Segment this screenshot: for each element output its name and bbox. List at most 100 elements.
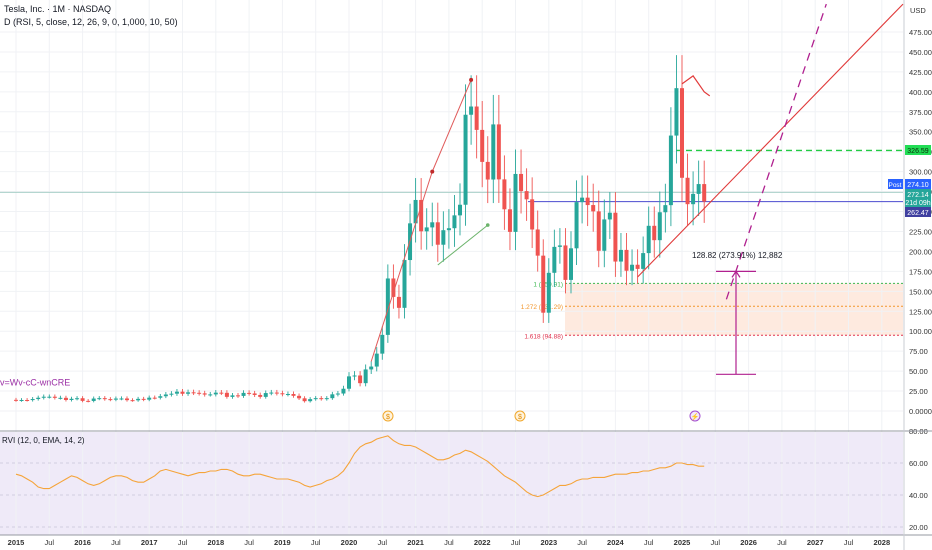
- price-tick-label: 75.00: [909, 347, 928, 356]
- post-tag: [888, 179, 903, 189]
- candle-body: [86, 400, 91, 402]
- candle-body: [269, 392, 274, 394]
- candle-body: [641, 253, 646, 269]
- trend-line-up-2021: [431, 79, 472, 172]
- candle-body: [69, 398, 74, 400]
- time-tick-label: Jul: [777, 538, 787, 547]
- candle-body: [541, 255, 546, 313]
- price-tick-label: 425.00: [909, 68, 932, 77]
- dividend-icon: [514, 410, 526, 422]
- candle-body: [358, 375, 363, 384]
- candle-body: [613, 212, 618, 262]
- candle-body: [280, 393, 285, 395]
- candle-body: [97, 398, 102, 400]
- rvi-pane-bg: [0, 432, 903, 535]
- candle-body: [313, 398, 318, 400]
- price-tick-label: 125.00: [909, 307, 932, 316]
- time-tick-label: Jul: [444, 538, 454, 547]
- candle-body: [324, 398, 329, 400]
- candle-body: [630, 264, 635, 271]
- symbol-title: Tesla, Inc. · 1M · NASDAQ: [4, 4, 112, 14]
- candle-body: [563, 245, 568, 280]
- candle-body: [330, 394, 335, 399]
- split-icon: [689, 410, 701, 422]
- price-tick-label: 475.00: [909, 28, 932, 37]
- candle-body: [180, 391, 185, 394]
- candle-body: [308, 399, 313, 402]
- candle-body: [569, 248, 573, 280]
- candle-body: [130, 400, 135, 402]
- candle-body: [91, 398, 96, 401]
- candle-body: [441, 230, 446, 245]
- price-tag-value: 262.47: [907, 210, 929, 217]
- candle-body: [285, 394, 290, 396]
- trend-line-up-2020: [370, 171, 433, 362]
- candle-body: [696, 184, 701, 194]
- candle-body: [263, 393, 268, 397]
- candle-body: [197, 392, 202, 394]
- candle-body: [607, 212, 612, 220]
- fib-zone: [565, 283, 903, 336]
- candle-body: [463, 114, 468, 205]
- candle-body: [169, 393, 174, 395]
- candle-body: [108, 399, 113, 401]
- trend-line-green: [437, 224, 489, 266]
- price-tick-label: 375.00: [909, 108, 932, 117]
- rvi-label: RVI (12, 0, EMA, 14, 2): [2, 436, 85, 445]
- candle-body: [702, 184, 707, 202]
- dividend-icon-glyph: $: [518, 414, 522, 421]
- candle-body: [36, 397, 41, 400]
- price-tick-label: 0.0000: [909, 407, 932, 416]
- candle-body: [469, 106, 474, 115]
- price-tag-value: 274.10: [907, 182, 929, 189]
- candle-body: [496, 124, 501, 180]
- candle-body: [52, 396, 57, 398]
- candle-body: [452, 215, 457, 229]
- candle-body: [663, 205, 668, 213]
- time-tick-label: 2023: [540, 538, 557, 547]
- candle-body: [186, 392, 191, 394]
- candle-body: [158, 396, 163, 398]
- candle-body: [224, 392, 229, 397]
- candle-body: [14, 399, 18, 401]
- candle-body: [258, 394, 263, 397]
- candle-body: [430, 222, 435, 228]
- time-tick-label: 2021: [407, 538, 424, 547]
- candle-body: [363, 369, 368, 384]
- price-tag-value: 21d 09h: [905, 200, 930, 207]
- candle-body: [102, 398, 107, 400]
- time-tick-label: Jul: [311, 538, 321, 547]
- rvi-tick-label: 20.00: [909, 523, 928, 532]
- time-tick-label: 2018: [207, 538, 224, 547]
- candle-body: [236, 395, 240, 397]
- candle-body: [396, 296, 401, 308]
- time-tick-label: 2027: [807, 538, 824, 547]
- candle-body: [424, 227, 429, 232]
- projection-arrow: [681, 75, 711, 97]
- candle-body: [274, 392, 279, 394]
- script-label: v=Wv-cC-wnCRE: [0, 377, 70, 387]
- price-tick-label: 450.00: [909, 48, 932, 57]
- indicator-legend: D (RSI, 5, close, 12, 26, 9, 0, 1,000, 1…: [4, 17, 178, 27]
- candle-body: [635, 264, 640, 269]
- candle-body: [485, 161, 490, 180]
- candle-body: [524, 191, 529, 200]
- time-tick-label: 2020: [341, 538, 358, 547]
- time-tick-label: 2024: [607, 538, 625, 547]
- time-tick-label: 2016: [74, 538, 91, 547]
- rvi-tick-label: 40.00: [909, 491, 928, 500]
- time-tick-label: Jul: [111, 538, 121, 547]
- candle-body: [519, 173, 524, 192]
- candle-body: [685, 177, 690, 205]
- candle-body: [319, 398, 324, 400]
- price-tag: [905, 207, 931, 217]
- candle-body: [402, 260, 407, 308]
- candle-body: [391, 278, 396, 297]
- candle-body: [446, 228, 451, 231]
- candle-body: [491, 124, 496, 180]
- currency-label: USD: [910, 6, 926, 15]
- rvi-tick-label: 60.00: [909, 459, 928, 468]
- candle-body: [419, 199, 424, 232]
- candle-body: [302, 398, 307, 402]
